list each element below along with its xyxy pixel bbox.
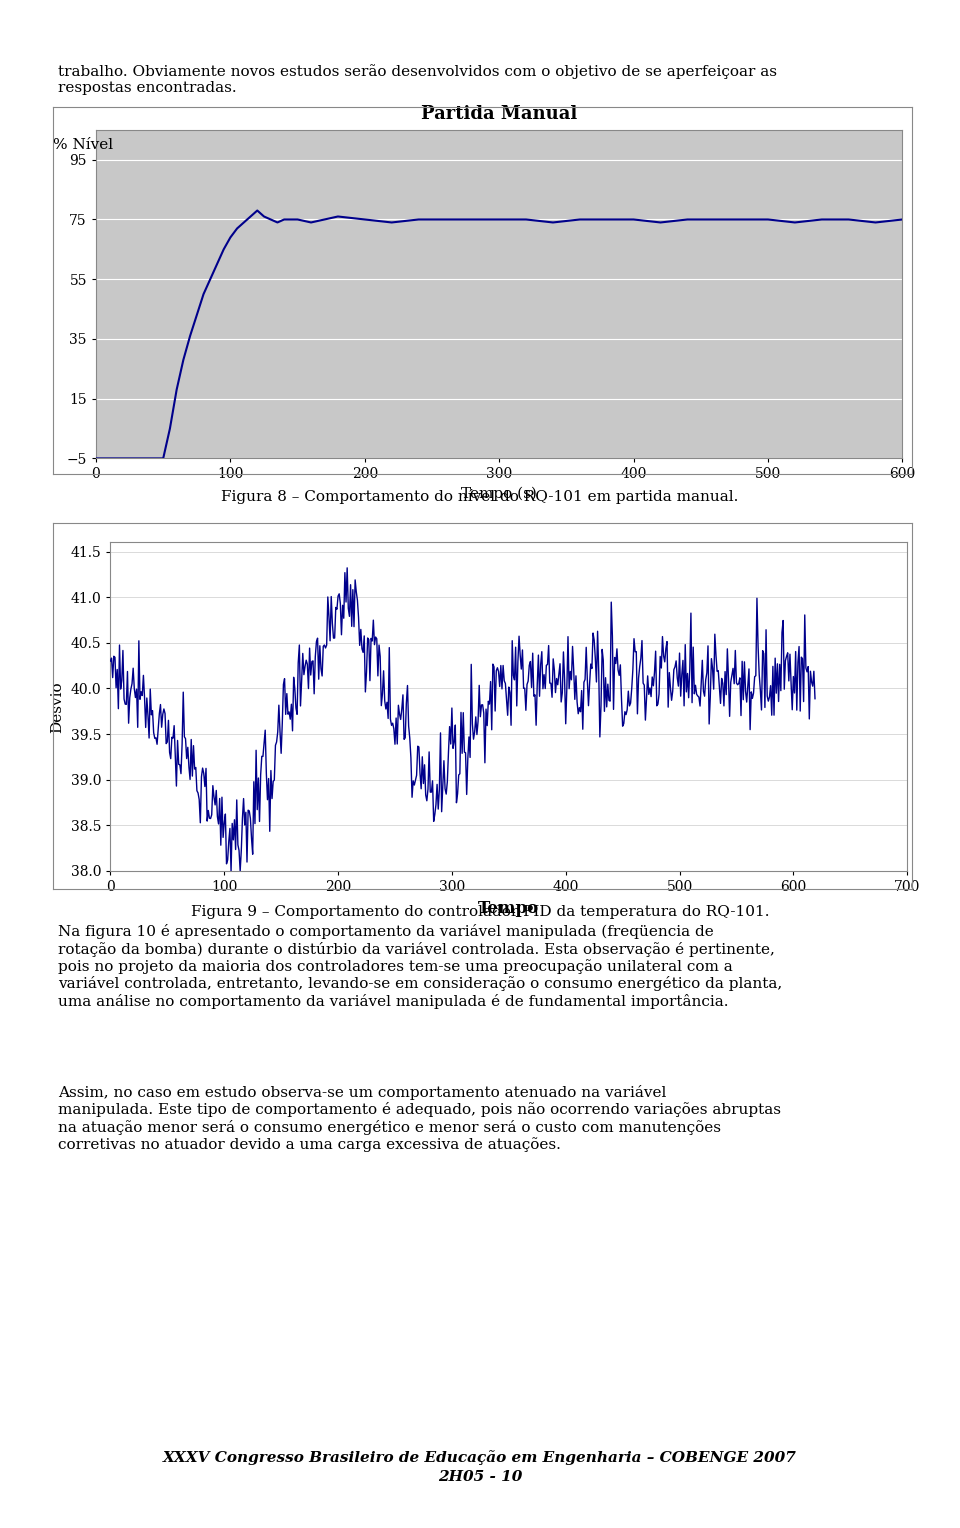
X-axis label: Tempo (s): Tempo (s): [461, 487, 538, 501]
Text: Figura 9 – Comportamento do controlador PID da temperatura do RQ-101.: Figura 9 – Comportamento do controlador …: [191, 905, 769, 920]
Text: Assim, no caso em estudo observa-se um comportamento atenuado na variável
manipu: Assim, no caso em estudo observa-se um c…: [58, 1085, 780, 1152]
Text: Figura 8 – Comportamento do nível do RQ-101 em partida manual.: Figura 8 – Comportamento do nível do RQ-…: [222, 489, 738, 504]
Title: Partida Manual: Partida Manual: [421, 105, 577, 122]
X-axis label: Tempo: Tempo: [478, 900, 540, 917]
Text: Na figura 10 é apresentado o comportamento da variável manipulada (freqüencia de: Na figura 10 é apresentado o comportamen…: [58, 924, 781, 1008]
Y-axis label: Desvio: Desvio: [50, 681, 63, 732]
Text: trabalho. Obviamente novos estudos serão desenvolvidos com o objetivo de se aper: trabalho. Obviamente novos estudos serão…: [58, 64, 777, 95]
Text: % Nível: % Nível: [53, 138, 113, 153]
Text: XXXV Congresso Brasileiro de Educação em Engenharia – COBENGE 2007
2H05 - 10: XXXV Congresso Brasileiro de Educação em…: [163, 1450, 797, 1484]
